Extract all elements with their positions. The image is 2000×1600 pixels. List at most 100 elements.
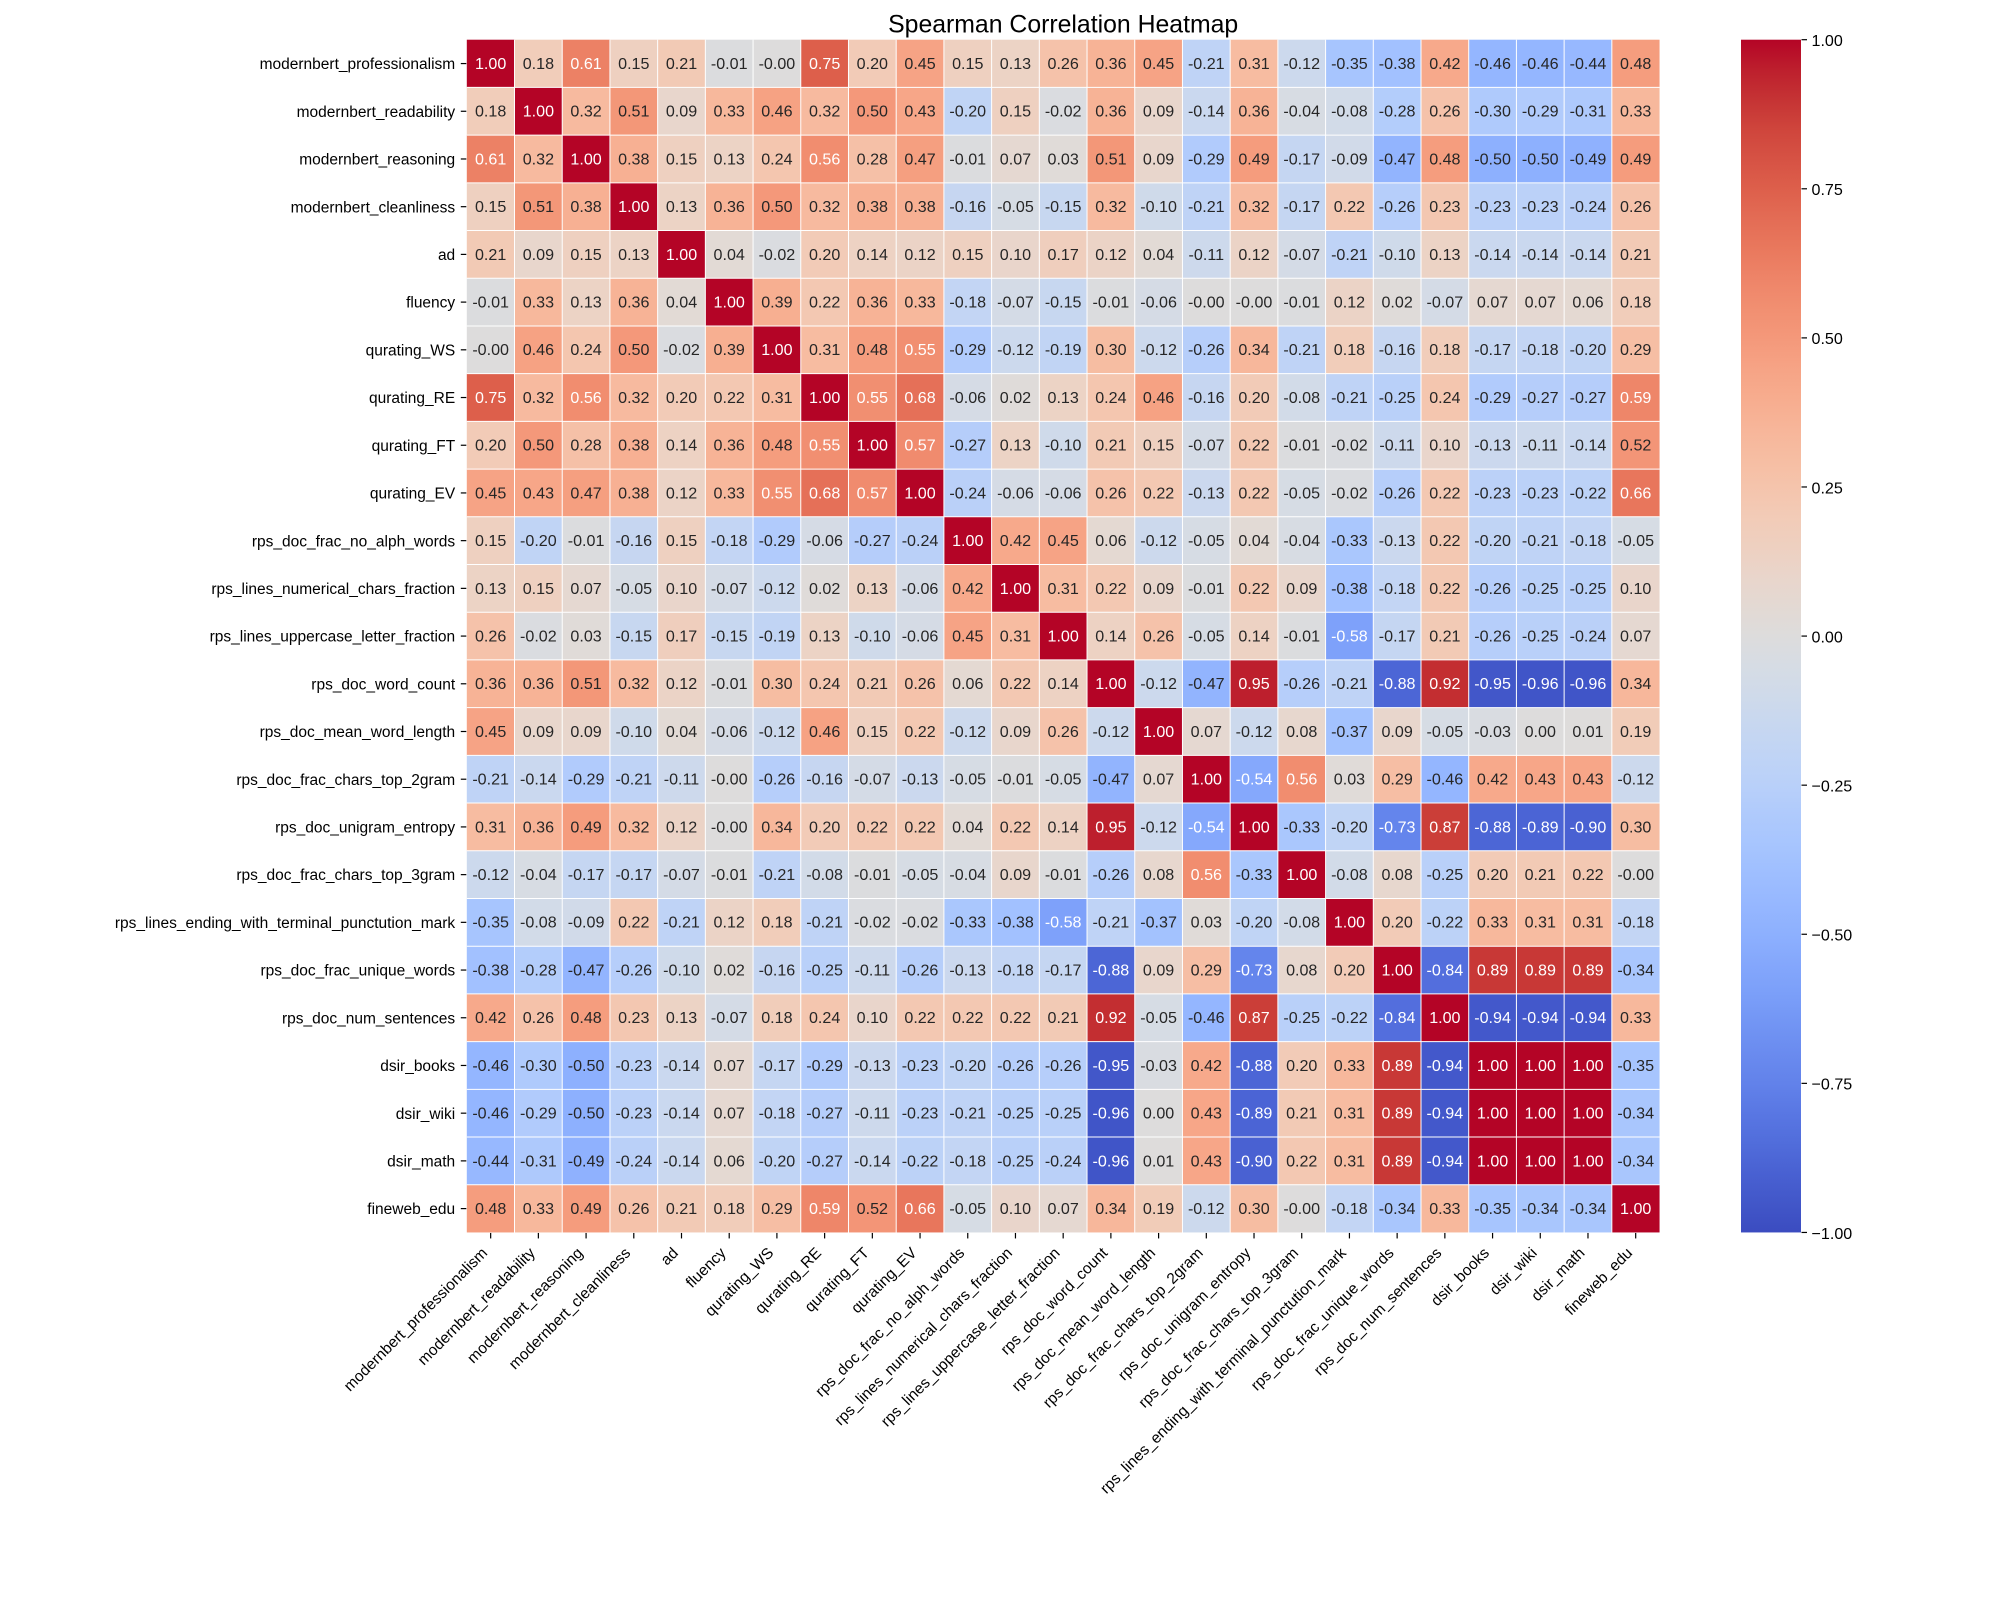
svg-text:-0.01: -0.01 [568,532,605,550]
svg-text:-0.12: -0.12 [1140,818,1177,836]
svg-text:0.49: 0.49 [570,1200,601,1218]
svg-text:-0.73: -0.73 [1379,818,1416,836]
svg-text:-0.20: -0.20 [949,103,986,121]
svg-text:0.33: 0.33 [1620,103,1651,121]
svg-text:1.00: 1.00 [1572,1057,1603,1075]
svg-text:0.09: 0.09 [523,723,554,741]
svg-text:-0.09: -0.09 [1331,150,1368,168]
svg-text:0.04: 0.04 [714,246,745,264]
svg-text:0.32: 0.32 [618,818,649,836]
svg-text:0.32: 0.32 [1238,198,1269,216]
svg-text:0.33: 0.33 [1620,1009,1651,1027]
svg-text:-0.47: -0.47 [1188,675,1225,693]
svg-text:-0.37: -0.37 [1140,914,1177,932]
svg-text:1.00: 1.00 [1381,961,1412,979]
svg-text:0.08: 0.08 [1143,866,1174,884]
svg-text:rps_doc_unigram_entropy: rps_doc_unigram_entropy [275,820,455,837]
svg-text:-0.13: -0.13 [1188,484,1225,502]
svg-text:0.38: 0.38 [570,198,601,216]
svg-text:0.49: 0.49 [1620,150,1651,168]
svg-text:0.57: 0.57 [857,484,888,502]
svg-text:0.04: 0.04 [952,818,983,836]
svg-text:-0.02: -0.02 [759,246,796,264]
svg-text:1.00: 1.00 [1095,675,1126,693]
svg-text:-0.05: -0.05 [1617,532,1654,550]
svg-text:0.50: 0.50 [857,103,888,121]
svg-text:1.00: 1.00 [809,389,840,407]
svg-text:-0.19: -0.19 [1045,341,1082,359]
svg-text:-0.26: -0.26 [902,961,939,979]
svg-text:0.13: 0.13 [1429,246,1460,264]
svg-text:0.02: 0.02 [809,580,840,598]
svg-text:-0.47: -0.47 [1093,771,1130,789]
svg-text:-0.12: -0.12 [1140,341,1177,359]
svg-text:0.12: 0.12 [1334,294,1365,312]
svg-text:0.31: 0.31 [475,818,506,836]
svg-text:0.21: 0.21 [857,675,888,693]
svg-text:0.38: 0.38 [618,150,649,168]
svg-text:-0.10: -0.10 [615,723,652,741]
svg-text:0.13: 0.13 [1048,389,1079,407]
svg-text:0.08: 0.08 [1381,866,1412,884]
svg-text:-0.96: -0.96 [1093,1105,1130,1123]
svg-text:-0.18: -0.18 [759,1105,796,1123]
svg-text:-0.38: -0.38 [1331,580,1368,598]
svg-text:0.20: 0.20 [809,246,840,264]
svg-text:0.31: 0.31 [1334,1105,1365,1123]
svg-text:-0.02: -0.02 [1045,103,1082,121]
svg-text:0.20: 0.20 [475,437,506,455]
svg-text:-0.14: -0.14 [663,1105,700,1123]
svg-text:0.50: 0.50 [1812,330,1843,348]
svg-text:-0.08: -0.08 [1283,914,1320,932]
svg-text:1.00: 1.00 [1000,580,1031,598]
svg-text:0.92: 0.92 [1429,675,1460,693]
svg-text:0.22: 0.22 [904,1009,935,1027]
svg-text:1.00: 1.00 [1525,1057,1556,1075]
svg-text:0.06: 0.06 [1095,532,1126,550]
svg-text:0.43: 0.43 [1525,771,1556,789]
svg-text:0.61: 0.61 [475,150,506,168]
svg-text:1.00: 1.00 [714,294,745,312]
svg-text:0.33: 0.33 [1334,1057,1365,1075]
svg-text:-0.06: -0.06 [711,723,748,741]
svg-text:-0.30: -0.30 [1474,103,1511,121]
svg-text:ad: ad [438,247,455,264]
svg-text:0.39: 0.39 [761,294,792,312]
svg-text:0.33: 0.33 [714,103,745,121]
svg-text:-0.23: -0.23 [615,1105,652,1123]
svg-text:0.33: 0.33 [904,294,935,312]
svg-text:0.22: 0.22 [714,389,745,407]
svg-text:-0.13: -0.13 [1474,437,1511,455]
svg-text:-0.14: -0.14 [1522,246,1559,264]
svg-text:0.22: 0.22 [904,723,935,741]
svg-text:0.33: 0.33 [523,294,554,312]
svg-text:-0.12: -0.12 [472,866,509,884]
svg-text:-0.00: -0.00 [472,341,509,359]
svg-text:1.00: 1.00 [1525,1152,1556,1170]
svg-text:0.13: 0.13 [809,627,840,645]
svg-text:-0.33: -0.33 [1236,866,1273,884]
svg-text:0.89: 0.89 [1381,1152,1412,1170]
svg-text:-0.00: -0.00 [711,771,748,789]
svg-text:modernbert_reasoning: modernbert_reasoning [299,152,455,169]
svg-text:-0.46: -0.46 [1427,771,1464,789]
svg-text:-0.33: -0.33 [949,914,986,932]
svg-text:0.32: 0.32 [809,103,840,121]
svg-text:-0.12: -0.12 [1236,723,1273,741]
svg-text:0.09: 0.09 [666,103,697,121]
svg-text:-0.15: -0.15 [1045,294,1082,312]
svg-text:0.61: 0.61 [570,55,601,73]
svg-text:-0.16: -0.16 [806,771,843,789]
svg-text:0.07: 0.07 [1048,1200,1079,1218]
svg-text:0.15: 0.15 [1143,437,1174,455]
svg-text:0.55: 0.55 [809,437,840,455]
svg-text:0.22: 0.22 [1429,532,1460,550]
svg-text:-0.18: -0.18 [711,532,748,550]
svg-text:−0.75: −0.75 [1812,1076,1853,1094]
svg-text:0.38: 0.38 [904,198,935,216]
svg-text:0.26: 0.26 [1095,484,1126,502]
svg-text:-0.08: -0.08 [806,866,843,884]
svg-text:-0.05: -0.05 [1188,627,1225,645]
svg-text:-0.34: -0.34 [1617,1105,1654,1123]
svg-text:0.26: 0.26 [1620,198,1651,216]
